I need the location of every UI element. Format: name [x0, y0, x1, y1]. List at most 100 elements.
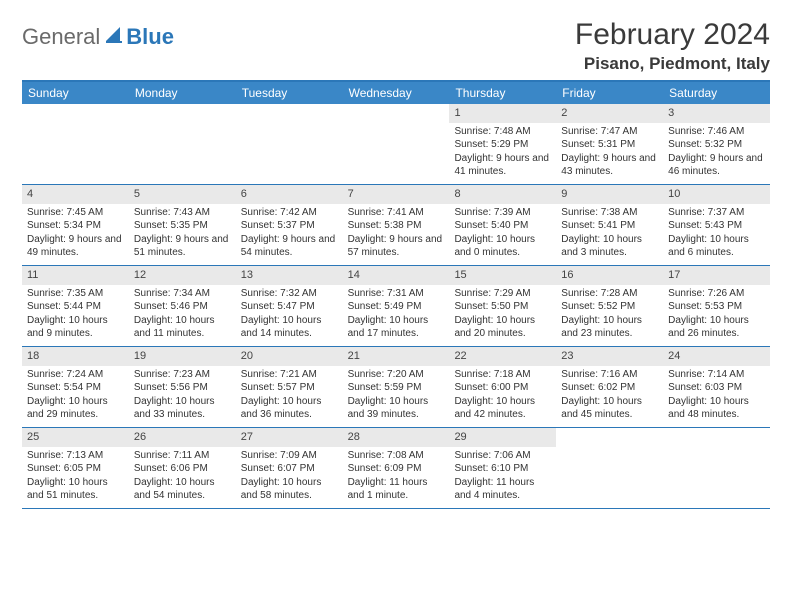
day-details: Sunrise: 7:38 AMSunset: 5:41 PMDaylight:…	[561, 206, 658, 260]
calendar-day-cell: 23Sunrise: 7:16 AMSunset: 6:02 PMDayligh…	[556, 347, 663, 427]
calendar-day-cell: 6Sunrise: 7:42 AMSunset: 5:37 PMDaylight…	[236, 185, 343, 265]
weekday-header-cell: Thursday	[449, 82, 556, 104]
logo-text-blue: Blue	[126, 24, 174, 50]
calendar-week-row: 1Sunrise: 7:48 AMSunset: 5:29 PMDaylight…	[22, 104, 770, 185]
day-details: Sunrise: 7:13 AMSunset: 6:05 PMDaylight:…	[27, 449, 124, 503]
day-details: Sunrise: 7:20 AMSunset: 5:59 PMDaylight:…	[348, 368, 445, 422]
day-number: 22	[449, 347, 556, 366]
calendar-day-cell: 17Sunrise: 7:26 AMSunset: 5:53 PMDayligh…	[663, 266, 770, 346]
calendar-day-cell: 19 Sunrise: 7:23 AMSunset: 5:56 PMDayligh…	[129, 347, 236, 427]
day-number: 26	[129, 428, 236, 447]
calendar-day-cell: 13 Sunrise: 7:32 AMSunset: 5:47 PMDayligh…	[236, 266, 343, 346]
day-details: Sunrise: 7:08 AMSunset: 6:09 PMDaylight:…	[348, 449, 445, 503]
calendar-day-cell: 3 Sunrise: 7:46 AMSunset: 5:32 PMDaylight…	[663, 104, 770, 184]
day-details: Sunrise: 7:11 AMSunset: 6:06 PMDaylight:…	[134, 449, 231, 503]
day-details: Sunrise: 7:47 AMSunset: 5:31 PMDaylight:…	[561, 125, 658, 179]
calendar-day-cell	[129, 104, 236, 184]
day-number: 16	[556, 266, 663, 285]
day-number: 21	[343, 347, 450, 366]
day-details: Sunrise: 7:14 AMSunset: 6:03 PMDaylight:…	[668, 368, 765, 422]
calendar-day-cell: 28 Sunrise: 7:08 AMSunset: 6:09 PMDayligh…	[343, 428, 450, 508]
day-number: 2	[556, 104, 663, 123]
title-block: February 2024 Pisano, Piedmont, Italy	[575, 18, 770, 74]
calendar-week-row: 4 Sunrise: 7:45 AMSunset: 5:34 PMDaylight…	[22, 185, 770, 266]
day-number: 25	[22, 428, 129, 447]
day-details: Sunrise: 7:32 AMSunset: 5:47 PMDaylight:…	[241, 287, 338, 341]
weekday-header-cell: Tuesday	[236, 82, 343, 104]
day-number: 13	[236, 266, 343, 285]
day-details: Sunrise: 7:06 AMSunset: 6:10 PMDaylight:…	[454, 449, 551, 503]
day-details: Sunrise: 7:45 AMSunset: 5:34 PMDaylight:…	[27, 206, 124, 260]
weekday-header-cell: Wednesday	[343, 82, 450, 104]
calendar-day-cell: 16 Sunrise: 7:28 AMSunset: 5:52 PMDayligh…	[556, 266, 663, 346]
day-details: Sunrise: 7:16 AMSunset: 6:02 PMDaylight:…	[561, 368, 658, 422]
logo-sail-icon	[104, 25, 124, 50]
day-details: Sunrise: 7:41 AMSunset: 5:38 PMDaylight:…	[348, 206, 445, 260]
day-details: Sunrise: 7:39 AMSunset: 5:40 PMDaylight:…	[454, 206, 551, 260]
weekday-header-cell: Monday	[129, 82, 236, 104]
weekday-header-cell: Saturday	[663, 82, 770, 104]
calendar-day-cell: 24 Sunrise: 7:14 AMSunset: 6:03 PMDayligh…	[663, 347, 770, 427]
day-number: 28	[343, 428, 450, 447]
day-number: 3	[663, 104, 770, 123]
day-details: Sunrise: 7:21 AMSunset: 5:57 PMDaylight:…	[241, 368, 338, 422]
calendar-day-cell	[663, 428, 770, 508]
day-details: Sunrise: 7:23 AMSunset: 5:56 PMDaylight:…	[134, 368, 231, 422]
day-details: Sunrise: 7:48 AMSunset: 5:29 PMDaylight:…	[454, 125, 551, 179]
day-details: Sunrise: 7:28 AMSunset: 5:52 PMDaylight:…	[561, 287, 658, 341]
calendar-day-cell: 14 Sunrise: 7:31 AMSunset: 5:49 PMDayligh…	[343, 266, 450, 346]
calendar-day-cell: 11 Sunrise: 7:35 AMSunset: 5:44 PMDayligh…	[22, 266, 129, 346]
calendar-day-cell: 8Sunrise: 7:39 AMSunset: 5:40 PMDaylight…	[449, 185, 556, 265]
day-number: 15	[449, 266, 556, 285]
day-number: 19	[129, 347, 236, 366]
calendar-day-cell: 1Sunrise: 7:48 AMSunset: 5:29 PMDaylight…	[449, 104, 556, 184]
day-number: 18	[22, 347, 129, 366]
calendar-week-row: 18 Sunrise: 7:24 AMSunset: 5:54 PMDayligh…	[22, 347, 770, 428]
month-title: February 2024	[575, 18, 770, 52]
location-subtitle: Pisano, Piedmont, Italy	[575, 54, 770, 74]
day-number: 10	[663, 185, 770, 204]
day-number: 11	[22, 266, 129, 285]
day-number: 20	[236, 347, 343, 366]
day-number: 9	[556, 185, 663, 204]
logo: General Blue	[22, 18, 174, 50]
calendar-day-cell	[556, 428, 663, 508]
day-details: Sunrise: 7:18 AMSunset: 6:00 PMDaylight:…	[454, 368, 551, 422]
calendar-day-cell: 22 Sunrise: 7:18 AMSunset: 6:00 PMDayligh…	[449, 347, 556, 427]
calendar-day-cell: 5Sunrise: 7:43 AMSunset: 5:35 PMDaylight…	[129, 185, 236, 265]
calendar-day-cell	[343, 104, 450, 184]
logo-text-general: General	[22, 24, 100, 50]
calendar-day-cell: 2 Sunrise: 7:47 AMSunset: 5:31 PMDaylight…	[556, 104, 663, 184]
day-number: 6	[236, 185, 343, 204]
calendar-day-cell: 7 Sunrise: 7:41 AMSunset: 5:38 PMDaylight…	[343, 185, 450, 265]
calendar-day-cell: 18 Sunrise: 7:24 AMSunset: 5:54 PMDayligh…	[22, 347, 129, 427]
calendar-day-cell: 26 Sunrise: 7:11 AMSunset: 6:06 PMDayligh…	[129, 428, 236, 508]
calendar-day-cell: 27 Sunrise: 7:09 AMSunset: 6:07 PMDayligh…	[236, 428, 343, 508]
day-number: 24	[663, 347, 770, 366]
day-details: Sunrise: 7:37 AMSunset: 5:43 PMDaylight:…	[668, 206, 765, 260]
weekday-header-cell: Friday	[556, 82, 663, 104]
day-details: Sunrise: 7:34 AMSunset: 5:46 PMDaylight:…	[134, 287, 231, 341]
calendar-day-cell: 4 Sunrise: 7:45 AMSunset: 5:34 PMDaylight…	[22, 185, 129, 265]
day-number: 14	[343, 266, 450, 285]
day-number: 12	[129, 266, 236, 285]
day-number: 17	[663, 266, 770, 285]
day-details: Sunrise: 7:09 AMSunset: 6:07 PMDaylight:…	[241, 449, 338, 503]
calendar-day-cell	[22, 104, 129, 184]
day-details: Sunrise: 7:31 AMSunset: 5:49 PMDaylight:…	[348, 287, 445, 341]
day-number: 4	[22, 185, 129, 204]
day-number: 7	[343, 185, 450, 204]
calendar-day-cell: 29Sunrise: 7:06 AMSunset: 6:10 PMDayligh…	[449, 428, 556, 508]
header: General Blue February 2024 Pisano, Piedm…	[22, 18, 770, 74]
day-number: 27	[236, 428, 343, 447]
day-details: Sunrise: 7:35 AMSunset: 5:44 PMDaylight:…	[27, 287, 124, 341]
calendar-day-cell: 9 Sunrise: 7:38 AMSunset: 5:41 PMDaylight…	[556, 185, 663, 265]
calendar-day-cell: 25 Sunrise: 7:13 AMSunset: 6:05 PMDayligh…	[22, 428, 129, 508]
day-details: Sunrise: 7:24 AMSunset: 5:54 PMDaylight:…	[27, 368, 124, 422]
calendar-day-cell: 15Sunrise: 7:29 AMSunset: 5:50 PMDayligh…	[449, 266, 556, 346]
day-details: Sunrise: 7:46 AMSunset: 5:32 PMDaylight:…	[668, 125, 765, 179]
calendar-day-cell: 20 Sunrise: 7:21 AMSunset: 5:57 PMDayligh…	[236, 347, 343, 427]
calendar-week-row: 11 Sunrise: 7:35 AMSunset: 5:44 PMDayligh…	[22, 266, 770, 347]
calendar-day-cell: 21 Sunrise: 7:20 AMSunset: 5:59 PMDayligh…	[343, 347, 450, 427]
weekday-header-cell: Sunday	[22, 82, 129, 104]
